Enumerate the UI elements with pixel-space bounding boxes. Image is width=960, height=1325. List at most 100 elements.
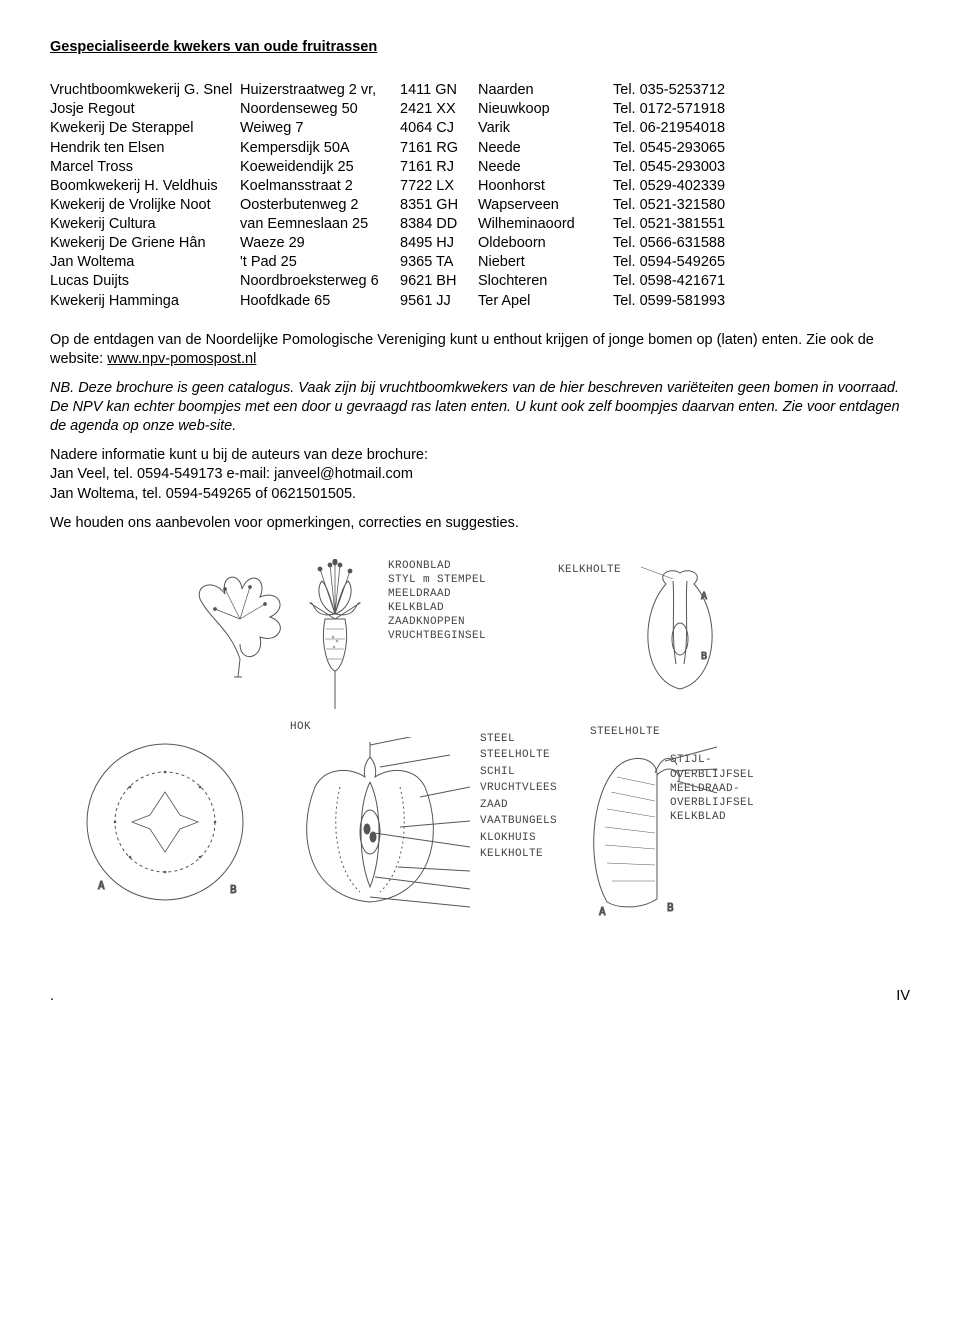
growers-table: Vruchtboomkwekerij G. SnelHuizerstraatwe… (50, 81, 910, 311)
cell-street: Koeweidendijk 25 (240, 158, 400, 177)
cell-city: Naarden (478, 81, 613, 100)
label-line: STEEL (480, 731, 557, 748)
svg-text:B: B (667, 901, 674, 914)
cell-city: Neede (478, 139, 613, 158)
table-row: Kwekerij Culturavan Eemneslaan 258384 DD… (50, 215, 910, 234)
cell-name: Boomkwekerij H. Veldhuis (50, 177, 240, 196)
svg-text:A: A (599, 905, 606, 917)
cell-street: 't Pad 25 (240, 253, 400, 272)
label-line: STEELHOLTE (480, 747, 557, 764)
open-flower-drawing (180, 559, 300, 679)
cell-street: Hoofdkade 65 (240, 292, 400, 311)
cell-postcode: 4064 CJ (400, 119, 478, 138)
cell-name: Josje Regout (50, 100, 240, 119)
cell-street: Weiweg 7 (240, 119, 400, 138)
cell-tel: Tel. 0172-571918 (613, 100, 910, 119)
svg-text:B: B (230, 883, 237, 896)
cell-street: Oosterbutenweg 2 (240, 196, 400, 215)
apple-top-cross-section: A B (80, 737, 250, 907)
cell-postcode: 9561 JJ (400, 292, 478, 311)
paragraph-feedback: We houden ons aanbevolen voor opmerkinge… (50, 514, 910, 533)
cell-tel: Tel. 035-5253712 (613, 81, 910, 100)
cell-postcode: 2421 XX (400, 100, 478, 119)
cell-postcode: 9365 TA (400, 253, 478, 272)
website-link[interactable]: www.npv-pomospost.nl (107, 351, 256, 367)
svg-text:B: B (701, 651, 707, 662)
cell-tel: Tel. 0566-631588 (613, 234, 910, 253)
cell-city: Niebert (478, 253, 613, 272)
label-line: VAATBUNGELS (480, 813, 557, 830)
cell-tel: Tel. 0545-293065 (613, 139, 910, 158)
cell-postcode: 7161 RJ (400, 158, 478, 177)
label-line: MEELDRAAD (388, 587, 486, 601)
table-row: Jan Woltema't Pad 259365 TANiebertTel. 0… (50, 253, 910, 272)
table-row: Lucas DuijtsNoordbroeksterweg 69621 BHSl… (50, 272, 910, 291)
cell-name: Lucas Duijts (50, 272, 240, 291)
svg-text:A: A (98, 879, 105, 892)
cell-city: Wapserveen (478, 196, 613, 215)
label-line: KELKBLAD (388, 601, 486, 615)
cell-name: Kwekerij Cultura (50, 215, 240, 234)
page-title: Gespecialiseerde kwekers van oude fruitr… (50, 38, 910, 57)
contact-line: Jan Woltema, tel. 0594-549265 of 0621501… (50, 485, 910, 504)
contact-line: Nadere informatie kunt u bij de auteurs … (50, 446, 910, 465)
cell-name: Vruchtboomkwekerij G. Snel (50, 81, 240, 100)
paragraph-entdagen: Op de entdagen van de Noordelijke Pomolo… (50, 331, 910, 369)
table-row: Boomkwekerij H. VeldhuisKoelmansstraat 2… (50, 177, 910, 196)
cell-city: Ter Apel (478, 292, 613, 311)
cell-tel: Tel. 0521-381551 (613, 215, 910, 234)
cell-street: Koelmansstraat 2 (240, 177, 400, 196)
cell-city: Varik (478, 119, 613, 138)
table-row: Kwekerij De SterappelWeiweg 74064 CJVari… (50, 119, 910, 138)
footer-dot: . (50, 987, 54, 1006)
cell-city: Slochteren (478, 272, 613, 291)
cell-name: Jan Woltema (50, 253, 240, 272)
botanical-diagram: KROONBLADSTYL m STEMPELMEELDRAADKELKBLAD… (50, 559, 910, 917)
page-number: IV (896, 987, 910, 1006)
paragraph-contact: Nadere informatie kunt u bij de auteurs … (50, 446, 910, 503)
cell-name: Kwekerij De Sterappel (50, 119, 240, 138)
cell-city: Neede (478, 158, 613, 177)
cell-name: Marcel Tross (50, 158, 240, 177)
cell-tel: Tel. 0599-581993 (613, 292, 910, 311)
cell-street: Kempersdijk 50A (240, 139, 400, 158)
table-row: Marcel TrossKoeweidendijk 257161 RJNeede… (50, 158, 910, 177)
cell-tel: Tel. 0598-421671 (613, 272, 910, 291)
cell-name: Kwekerij de Vrolijke Noot (50, 196, 240, 215)
table-row: Vruchtboomkwekerij G. SnelHuizerstraatwe… (50, 81, 910, 100)
cell-street: Noordbroeksterweg 6 (240, 272, 400, 291)
table-row: Kwekerij De Griene HânWaeze 298495 HJOld… (50, 234, 910, 253)
label-line: KROONBLAD (388, 559, 486, 573)
cell-postcode: 8351 GH (400, 196, 478, 215)
apple-half-drawing: A B (577, 737, 727, 917)
cell-tel: Tel. 0521-321580 (613, 196, 910, 215)
cell-postcode: 9621 BH (400, 272, 478, 291)
cell-tel: Tel. 0529-402339 (613, 177, 910, 196)
cell-street: Waeze 29 (240, 234, 400, 253)
cell-street: Huizerstraatweg 2 vr, (240, 81, 400, 100)
table-row: Kwekerij HammingaHoofdkade 659561 JJTer … (50, 292, 910, 311)
cell-street: van Eemneslaan 25 (240, 215, 400, 234)
cell-street: Noordenseweg 50 (240, 100, 400, 119)
cell-name: Kwekerij De Griene Hân (50, 234, 240, 253)
cell-postcode: 1411 GN (400, 81, 478, 100)
cell-city: Oldeboorn (478, 234, 613, 253)
table-row: Hendrik ten ElsenKempersdijk 50A7161 RGN… (50, 139, 910, 158)
apple-longitudinal-section (270, 737, 470, 917)
contact-line: Jan Veel, tel. 0594-549173 e-mail: janve… (50, 465, 910, 484)
cell-city: Wilheminaoord (478, 215, 613, 234)
flower-cross-section: A B (621, 559, 739, 699)
cell-tel: Tel. 0545-293003 (613, 158, 910, 177)
table-row: Kwekerij de Vrolijke NootOosterbutenweg … (50, 196, 910, 215)
label-line: VRUCHTBEGINSEL (388, 629, 486, 643)
kelkholte-label: KELKHOLTE (558, 563, 621, 578)
cell-city: Nieuwkoop (478, 100, 613, 119)
label-line: ZAADKNOPPEN (388, 615, 486, 629)
apple-section-labels: STEEL STEELHOLTE SCHIL VRUCHTVLEES ZAAD … (480, 737, 557, 863)
cell-postcode: 7161 RG (400, 139, 478, 158)
label-line: KELKHOLTE (480, 846, 557, 863)
label-line: SCHIL (480, 764, 557, 781)
label-line: VRUCHTVLEES (480, 780, 557, 797)
closed-flower-drawing (290, 559, 380, 725)
cell-tel: Tel. 0594-549265 (613, 253, 910, 272)
